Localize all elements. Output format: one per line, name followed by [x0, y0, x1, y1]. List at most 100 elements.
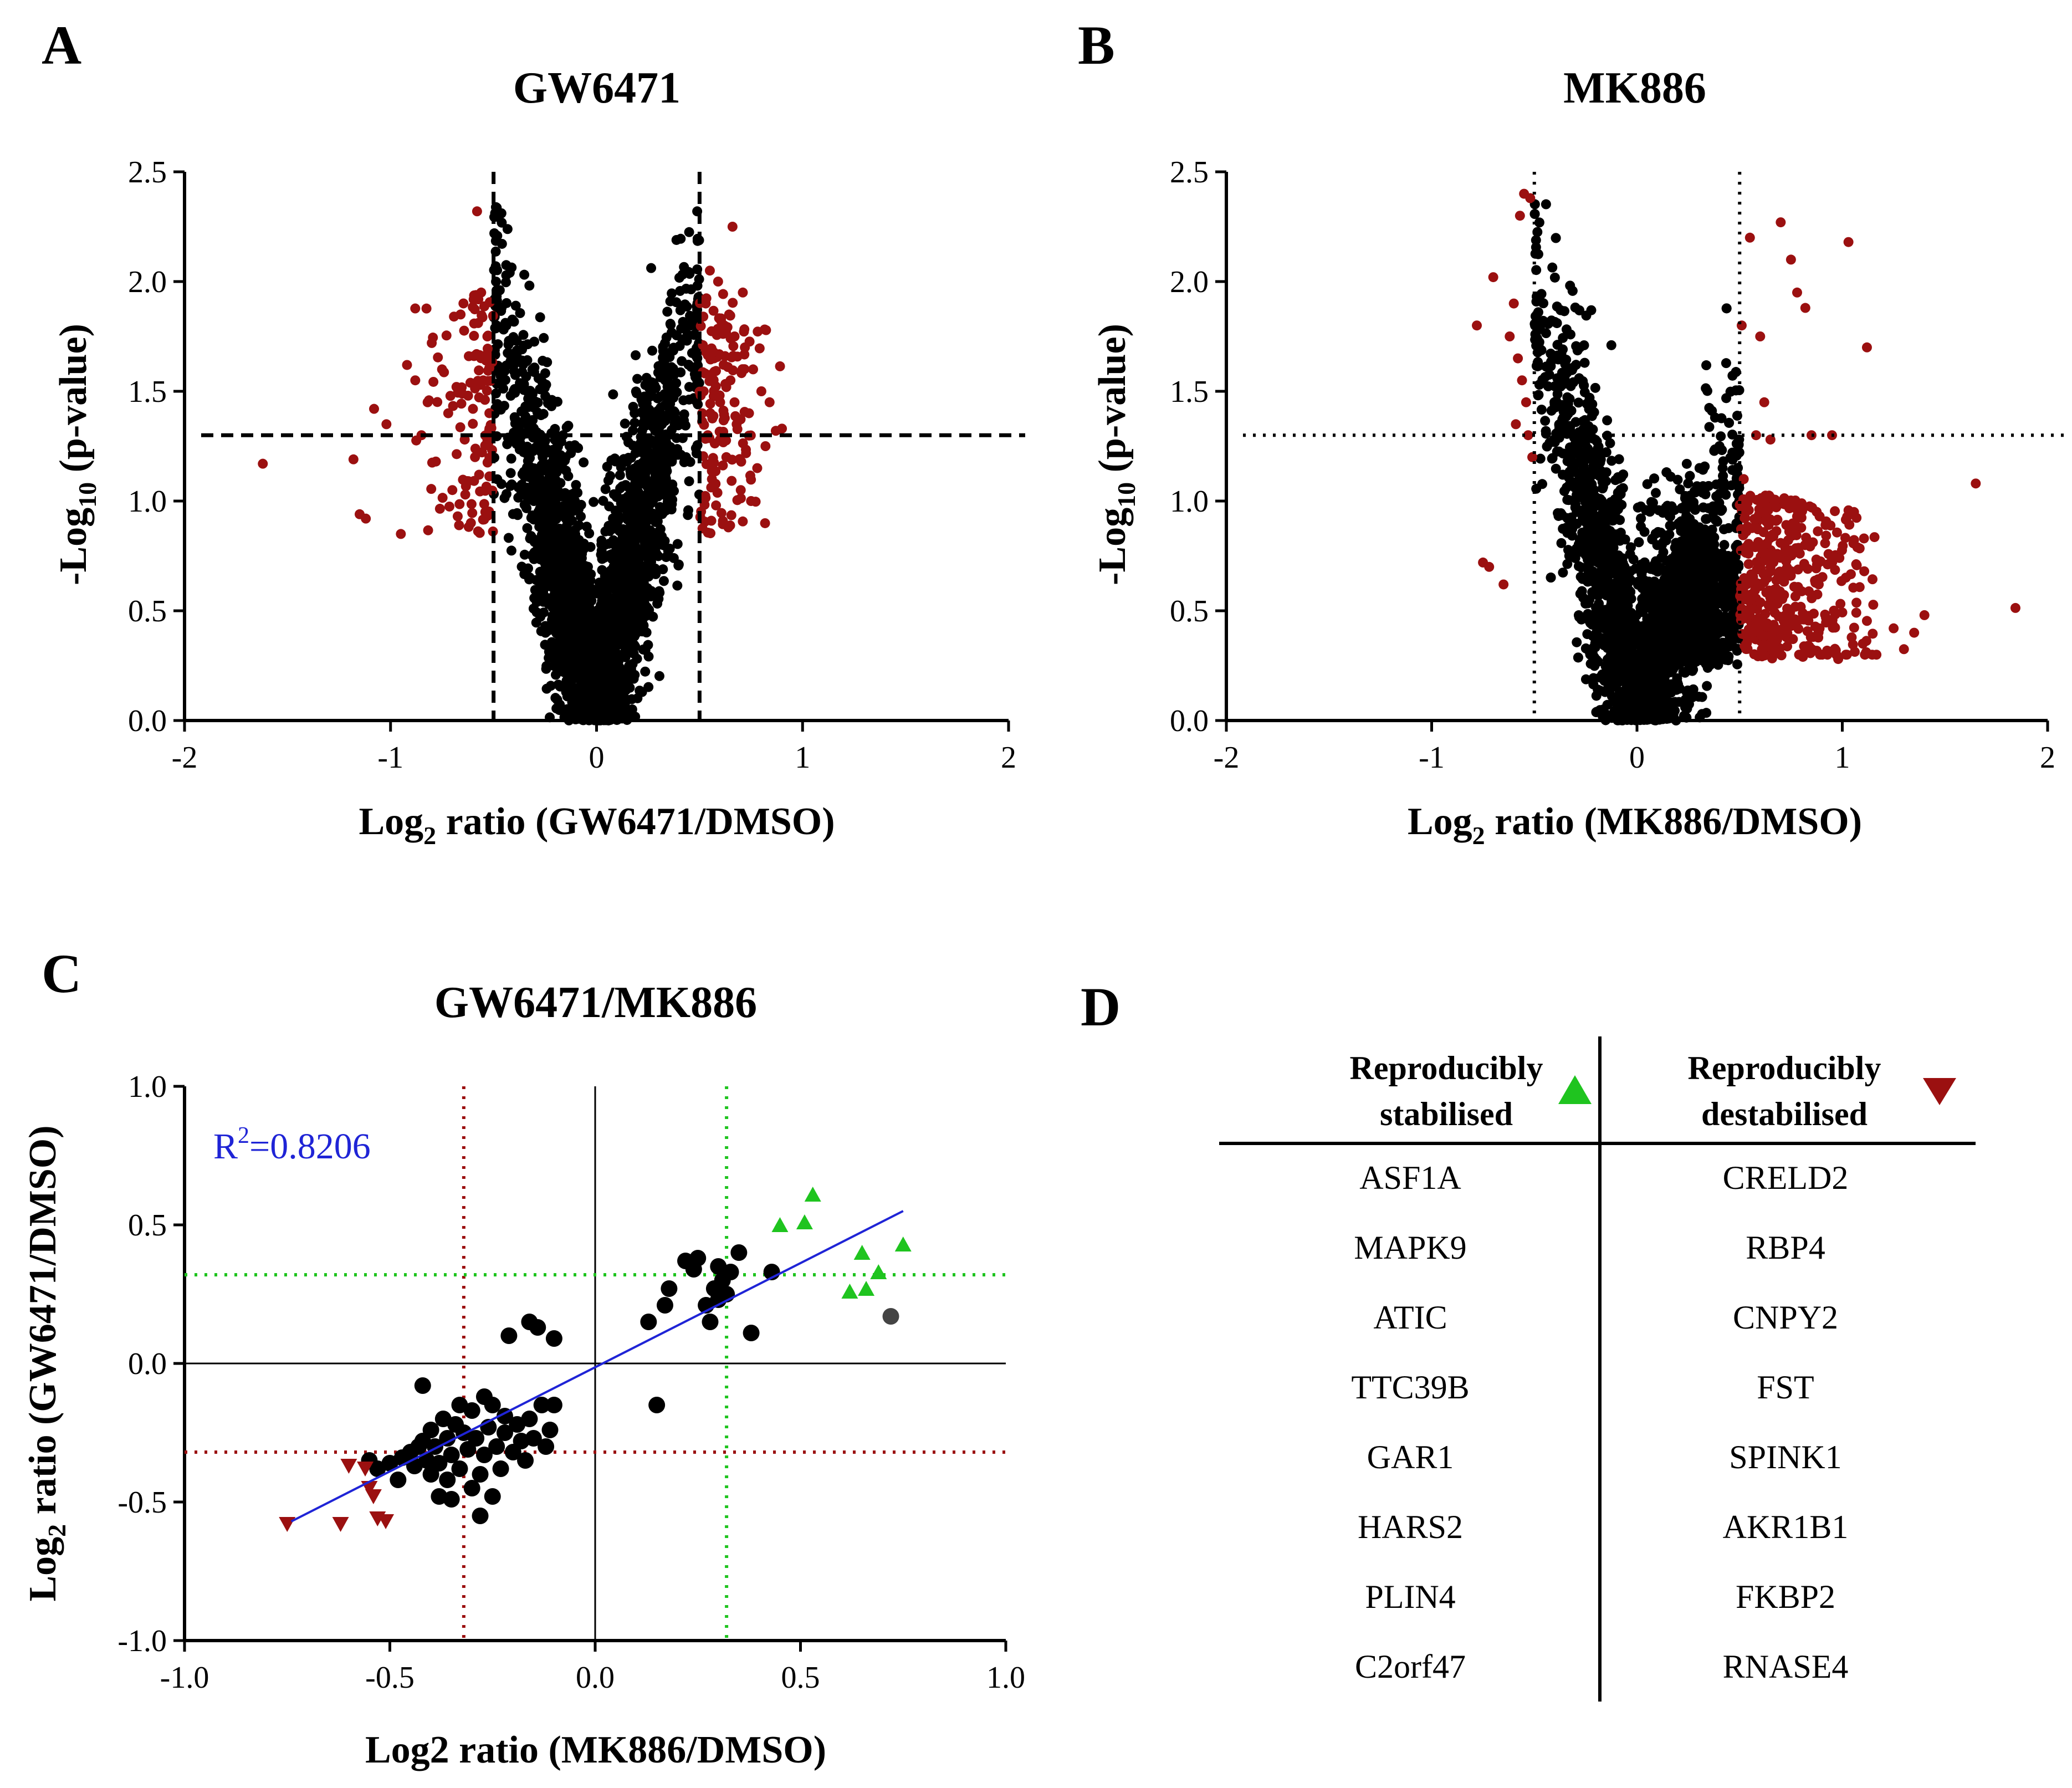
a-point-significant: [732, 424, 743, 435]
b-y-tick-label: 1.0: [1170, 484, 1209, 519]
a-point-significant: [714, 313, 724, 324]
a-point-significant: [396, 529, 406, 539]
a-point: [659, 486, 669, 496]
a-point-significant: [708, 347, 719, 357]
a-point-significant: [718, 329, 728, 339]
a-point-significant: [480, 395, 490, 405]
a-point-significant: [712, 488, 723, 498]
b-point: [1702, 681, 1712, 691]
a-point: [620, 698, 630, 709]
a-point-significant: [482, 457, 493, 468]
a-point: [573, 610, 584, 621]
a-point-significant: [445, 391, 456, 401]
a-point: [522, 523, 533, 533]
panel-b-title: MK886: [1563, 64, 1706, 113]
a-point-significant: [470, 443, 480, 454]
b-point: [1701, 383, 1711, 394]
a-point: [512, 508, 523, 518]
b-point: [1701, 708, 1712, 718]
a-point: [672, 387, 682, 397]
a-point-significant: [452, 449, 462, 459]
a-point-significant: [739, 407, 750, 417]
a-point: [589, 497, 599, 507]
a-point-significant: [732, 351, 743, 362]
panel-a-y-label-rest: (p-value): [52, 324, 95, 482]
a-point-significant: [719, 413, 730, 423]
a-point: [654, 445, 664, 456]
a-point-significant: [463, 522, 474, 532]
a-point: [548, 461, 558, 471]
a-point-significant: [477, 312, 488, 323]
a-point: [616, 462, 626, 473]
a-point: [541, 626, 552, 637]
a-point: [533, 397, 543, 408]
b-point: [1547, 262, 1558, 273]
a-point-significant: [457, 382, 467, 392]
b-point: [1721, 489, 1731, 500]
panel-a-y-axis-label: -Log10 (p-value): [52, 324, 101, 585]
a-point: [642, 493, 653, 504]
a-point-significant: [441, 330, 452, 341]
panel-a-title: GW6471: [513, 64, 681, 113]
a-point: [612, 634, 622, 644]
a-point-significant: [410, 375, 421, 386]
a-point: [637, 457, 648, 468]
b-point: [1562, 392, 1573, 402]
a-point: [627, 496, 637, 507]
b-point: [1558, 568, 1568, 578]
b-point: [1586, 305, 1597, 315]
a-point: [615, 470, 625, 481]
a-point: [640, 380, 651, 390]
a-point: [506, 453, 516, 464]
b-point: [1704, 422, 1715, 432]
b-point: [1602, 415, 1613, 426]
a-point-significant: [736, 456, 746, 467]
a-point: [569, 686, 579, 697]
a-point: [574, 520, 584, 530]
a-point: [682, 335, 692, 346]
a-point-significant: [468, 302, 478, 313]
a-point: [570, 440, 580, 451]
a-point-significant: [465, 377, 475, 388]
b-point: [1587, 411, 1597, 421]
a-point-significant: [756, 386, 766, 396]
b-point: [1552, 340, 1563, 350]
a-point: [665, 410, 676, 421]
panel-a-x-label-sub: 2: [423, 821, 436, 850]
a-point: [571, 601, 581, 611]
a-point: [555, 699, 565, 710]
b-point: [1651, 488, 1661, 498]
a-point: [497, 376, 507, 386]
a-point: [676, 233, 686, 244]
a-point: [643, 549, 654, 559]
a-point: [611, 513, 621, 524]
a-point: [600, 484, 611, 494]
a-point: [539, 459, 549, 469]
a-point: [644, 405, 654, 415]
a-point-significant: [738, 516, 748, 527]
a-point: [541, 663, 551, 674]
a-point-significant: [459, 325, 469, 336]
a-point: [639, 391, 649, 402]
a-point-significant: [452, 511, 463, 522]
a-point: [508, 335, 518, 346]
a-point: [561, 422, 572, 433]
b-y-tick-label: 2.0: [1170, 265, 1209, 299]
a-point: [600, 526, 611, 537]
a-point: [532, 407, 543, 417]
a-point-significant: [775, 361, 785, 371]
a-point-significant: [704, 265, 715, 276]
a-point: [631, 551, 641, 561]
a-point: [658, 576, 669, 586]
b-point: [1719, 540, 1730, 550]
a-point-significant: [449, 311, 459, 322]
a-point: [550, 498, 561, 509]
a-point-significant: [709, 386, 719, 396]
b-point: [1540, 416, 1551, 426]
a-point-significant: [750, 497, 761, 507]
a-point: [617, 713, 627, 724]
b-y-tick-label: 0.5: [1170, 594, 1209, 629]
a-point: [581, 522, 592, 532]
a-point-significant: [754, 343, 765, 354]
a-point: [523, 563, 533, 574]
